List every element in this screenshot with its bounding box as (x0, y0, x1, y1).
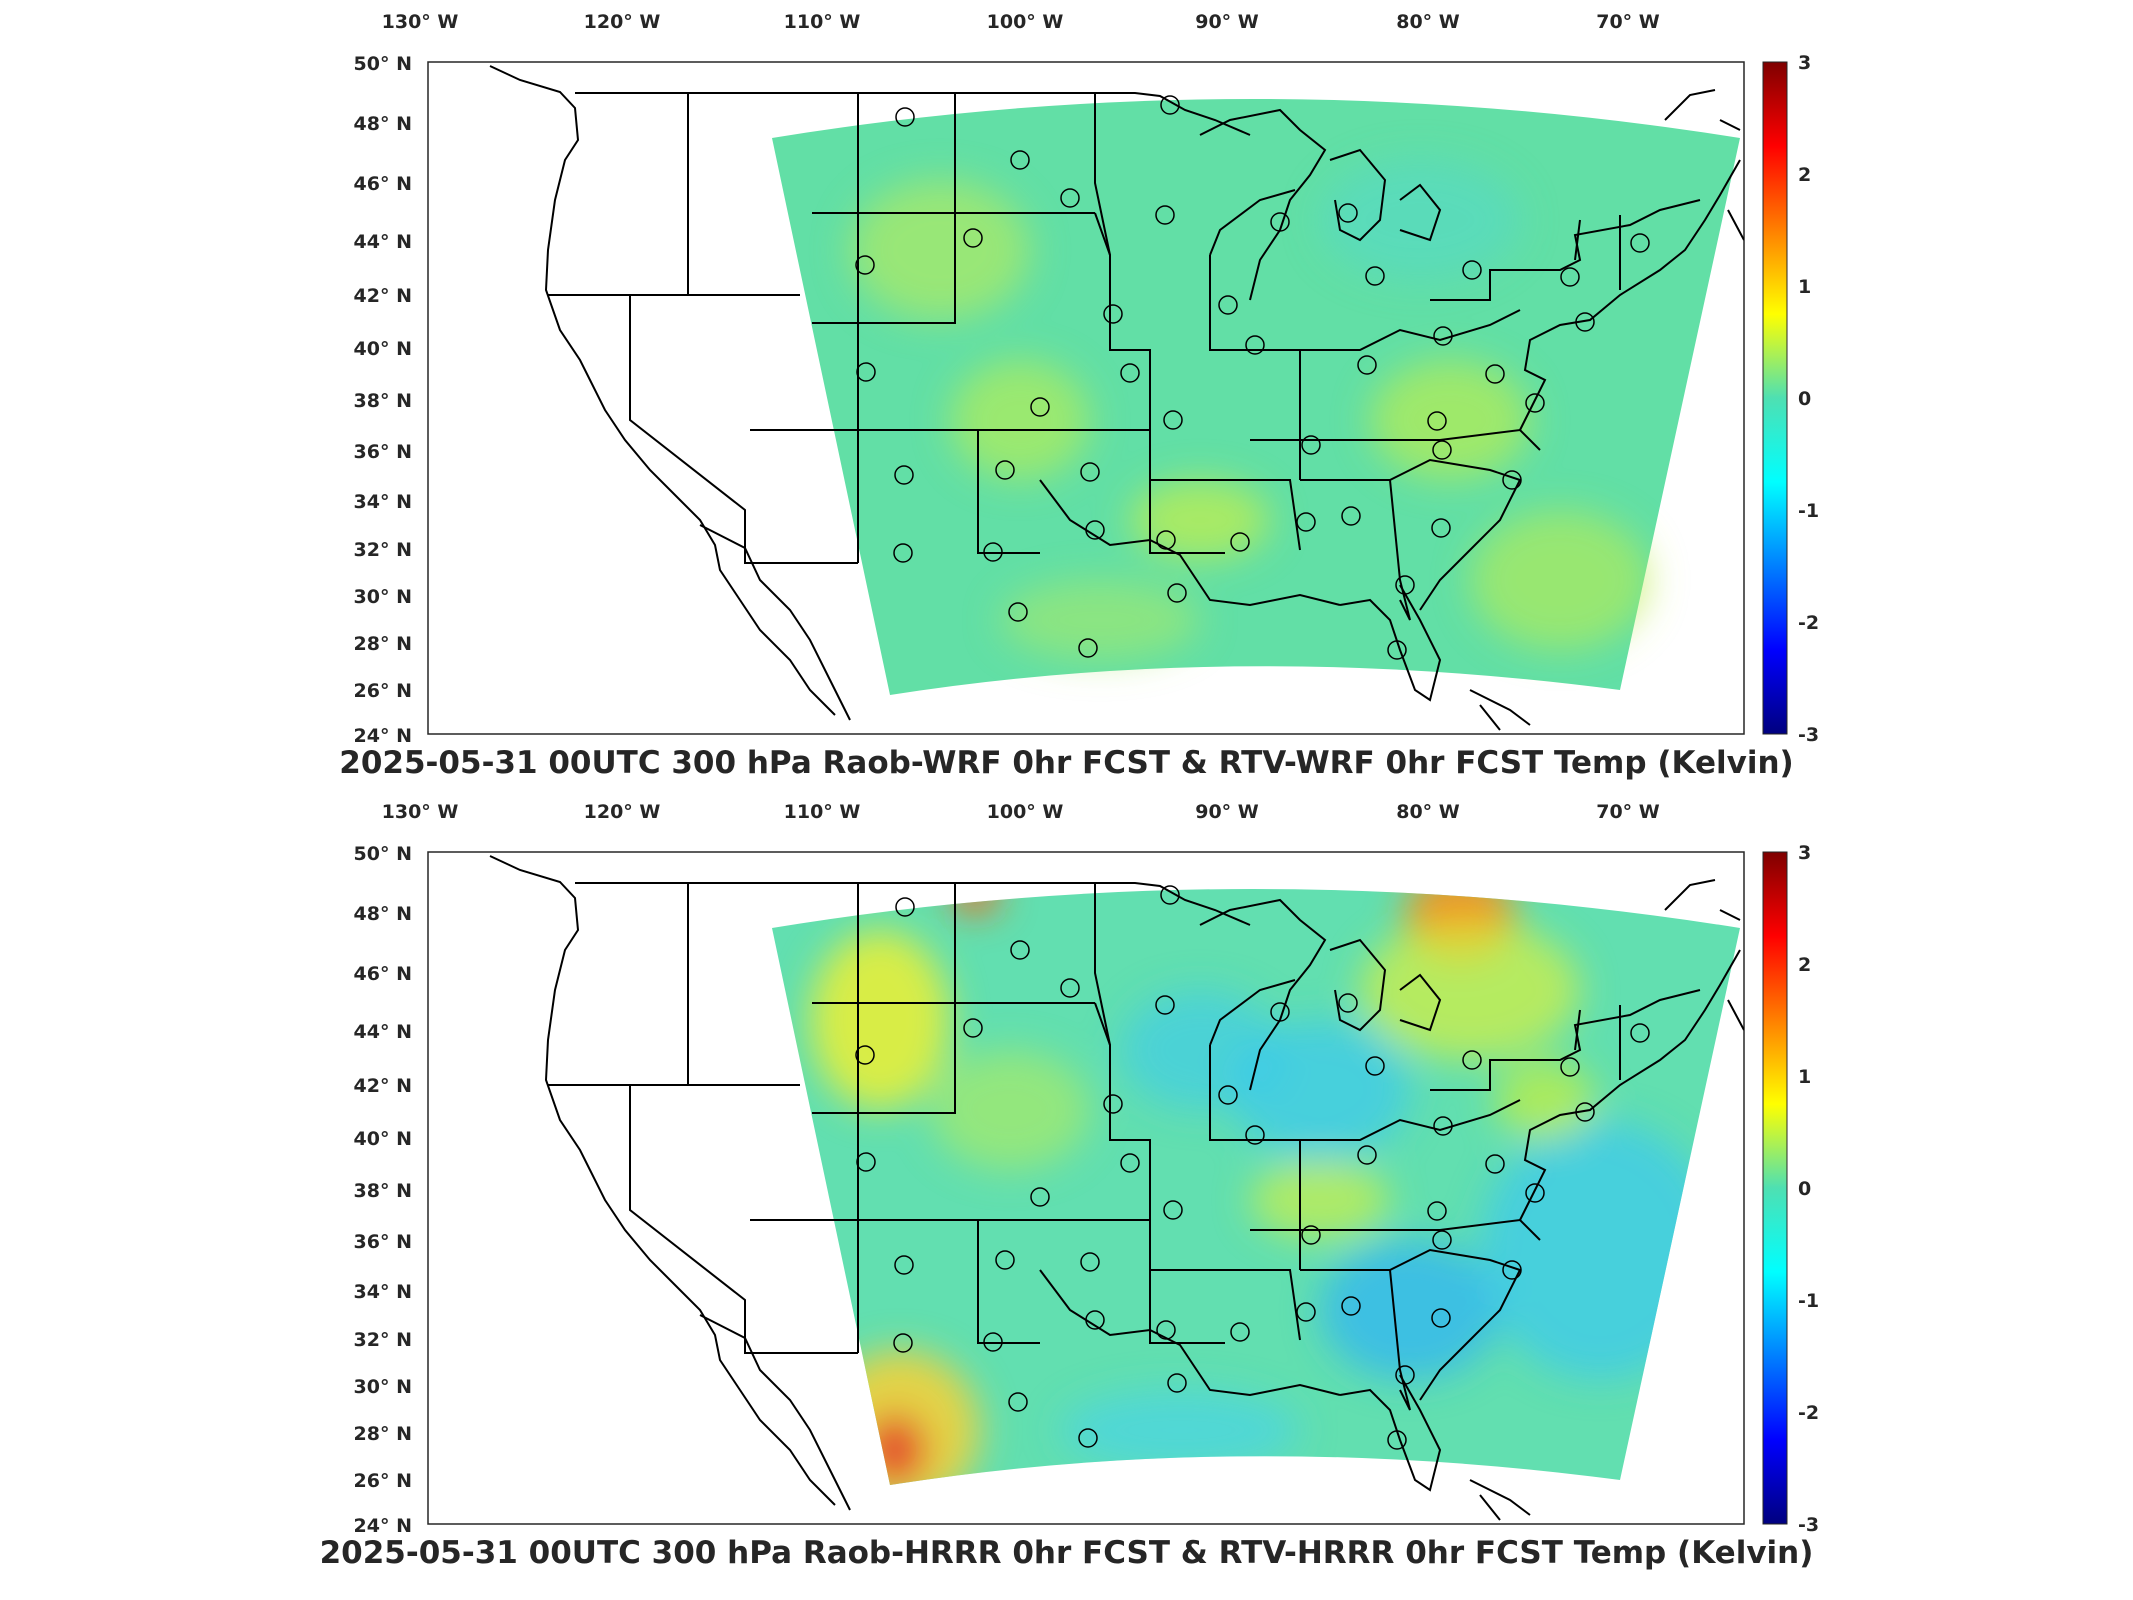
lon-tick: 120° W (584, 801, 661, 823)
lat-tick: 24° N (354, 725, 412, 747)
colorbar-tick: 2 (1798, 164, 1811, 186)
lat-tick: 26° N (354, 1470, 412, 1492)
map-hrrr: 130° W 120° W 110° W 100° W 90° W 80° W … (354, 801, 1820, 1537)
lon-ticks: 130° W 120° W 110° W 100° W 90° W 80° W … (382, 801, 1660, 823)
lat-tick: 24° N (354, 1515, 412, 1537)
map-wrf: 130° W 120° W 110° W 100° W 90° W 80° W … (354, 11, 1820, 747)
field-anomalies (850, 160, 1650, 660)
coastline-and-borders (489, 855, 1744, 1521)
lon-tick: 70° W (1596, 11, 1660, 33)
colorbar-tick: 2 (1798, 954, 1811, 976)
lat-tick: 44° N (354, 1021, 412, 1043)
lat-tick: 34° N (354, 491, 412, 513)
lat-tick: 32° N (354, 539, 412, 561)
lat-tick: 38° N (354, 1180, 412, 1202)
colorbar-tick: 3 (1798, 842, 1811, 864)
lon-tick: 120° W (584, 11, 661, 33)
coastline-and-borders (489, 65, 1744, 731)
panel-title: 2025-05-31 00UTC 300 hPa Raob-HRRR 0hr F… (319, 1535, 1814, 1571)
colorbar-tick: 1 (1798, 1066, 1811, 1088)
colorbar-tick: -3 (1798, 724, 1819, 746)
lat-tick: 32° N (354, 1329, 412, 1351)
raob-stations (855, 885, 1650, 1450)
lat-tick: 48° N (354, 113, 412, 135)
panel-hrrr: 130° W 120° W 110° W 100° W 90° W 80° W … (0, 790, 2133, 1590)
lat-tick: 42° N (354, 1075, 412, 1097)
colorbar-ticks: 3 2 1 0 -1 -2 -3 (1798, 52, 1819, 746)
lat-tick: 40° N (354, 1128, 412, 1150)
colorbar-ticks: 3 2 1 0 -1 -2 -3 (1798, 842, 1819, 1536)
lat-tick: 30° N (354, 1376, 412, 1398)
colorbar-tick: 3 (1798, 52, 1811, 74)
lat-tick: 40° N (354, 338, 412, 360)
lat-ticks: 50° N 48° N 46° N 44° N 42° N 40° N 38° … (354, 53, 412, 747)
lat-tick: 38° N (354, 390, 412, 412)
lon-tick: 80° W (1396, 801, 1460, 823)
lat-tick: 50° N (354, 53, 412, 75)
lon-tick: 90° W (1195, 801, 1259, 823)
colorbar-tick: 1 (1798, 276, 1811, 298)
lat-tick: 36° N (354, 1231, 412, 1253)
lon-tick: 70° W (1596, 801, 1660, 823)
lat-ticks: 50° N 48° N 46° N 44° N 42° N 40° N 38° … (354, 843, 412, 1537)
lat-tick: 50° N (354, 843, 412, 865)
lon-tick: 130° W (382, 801, 459, 823)
lat-tick: 44° N (354, 231, 412, 253)
colorbar (1762, 61, 1788, 735)
lon-tick: 130° W (382, 11, 459, 33)
lat-tick: 28° N (354, 1423, 412, 1445)
colorbar-tick: 0 (1798, 1178, 1811, 1200)
colorbar-tick: -3 (1798, 1514, 1819, 1536)
lon-tick: 110° W (784, 801, 861, 823)
colorbar-tick: 0 (1798, 388, 1811, 410)
raob-stations (855, 95, 1650, 660)
panel-wrf: 130° W 120° W 110° W 100° W 90° W 80° W … (339, 11, 1820, 781)
colorbar-tick: -2 (1798, 1402, 1819, 1424)
lon-tick: 80° W (1396, 11, 1460, 33)
lat-tick: 46° N (354, 963, 412, 985)
lon-tick: 90° W (1195, 11, 1259, 33)
colorbar-tick: -2 (1798, 612, 1819, 634)
lon-tick: 100° W (987, 801, 1064, 823)
lon-tick: 100° W (987, 11, 1064, 33)
lat-tick: 30° N (354, 586, 412, 608)
lat-tick: 36° N (354, 441, 412, 463)
lon-ticks: 130° W 120° W 110° W 100° W 90° W 80° W … (382, 11, 1660, 33)
lat-tick: 26° N (354, 680, 412, 702)
lon-tick: 110° W (784, 11, 861, 33)
panel-title: 2025-05-31 00UTC 300 hPa Raob-WRF 0hr FC… (339, 745, 1794, 781)
colorbar-tick: -1 (1798, 1290, 1819, 1312)
colorbar (1762, 851, 1788, 1525)
colorbar-tick: -1 (1798, 500, 1819, 522)
lat-tick: 48° N (354, 903, 412, 925)
lat-tick: 42° N (354, 285, 412, 307)
lat-tick: 28° N (354, 633, 412, 655)
lat-tick: 46° N (354, 173, 412, 195)
lat-tick: 34° N (354, 1281, 412, 1303)
